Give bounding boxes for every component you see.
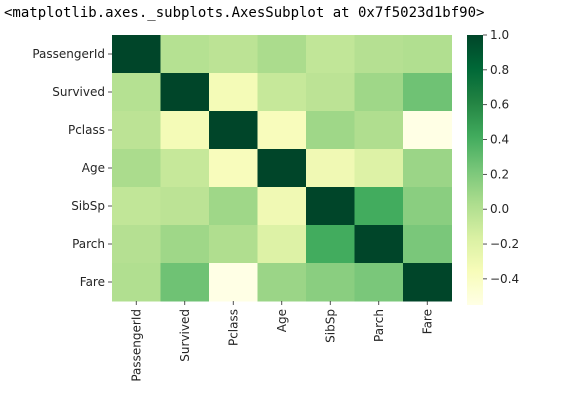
heatmap-cell bbox=[403, 225, 452, 264]
heatmap-cell bbox=[160, 111, 210, 150]
heatmap-cell bbox=[306, 35, 355, 74]
heatmap-cell bbox=[160, 187, 210, 226]
heatmap-cell bbox=[354, 35, 404, 74]
heatmap-cell bbox=[306, 263, 355, 302]
y-tick-label: Survived bbox=[52, 85, 105, 99]
heatmap-cell bbox=[209, 111, 258, 150]
heatmap-cell bbox=[306, 225, 355, 264]
colorbar-tick-label: −0.4 bbox=[490, 272, 519, 286]
heatmap-cell bbox=[403, 35, 452, 74]
heatmap-cell bbox=[209, 225, 258, 264]
heatmap-cell bbox=[306, 111, 355, 150]
heatmap-cell bbox=[257, 263, 307, 302]
heatmap-cell bbox=[209, 263, 258, 302]
heatmap-cell bbox=[354, 263, 404, 302]
heatmap-cell bbox=[403, 187, 452, 226]
cell-output-text: <matplotlib.axes._subplots.AxesSubplot a… bbox=[4, 5, 485, 21]
heatmap-cell bbox=[257, 149, 307, 188]
colorbar-tick-label: −0.2 bbox=[490, 237, 519, 251]
x-tick-label: PassengerId bbox=[129, 309, 143, 382]
heatmap-cell bbox=[112, 149, 161, 188]
colorbar-tick-label: 0.4 bbox=[490, 133, 509, 147]
x-tick-label: Pclass bbox=[226, 309, 240, 346]
heatmap-cell bbox=[403, 73, 452, 112]
x-tick-label: SibSp bbox=[323, 309, 337, 343]
heatmap-cell bbox=[112, 111, 161, 150]
x-axis-ticks: PassengerId Survived Pclass Age SibSp Parch Fa… bbox=[129, 301, 434, 382]
heatmap-cell bbox=[257, 225, 307, 264]
heatmap-cell bbox=[160, 225, 210, 264]
heatmap-cell bbox=[354, 149, 404, 188]
heatmap-cell bbox=[160, 73, 210, 112]
heatmap-cell bbox=[257, 35, 307, 74]
heatmap-cell bbox=[209, 35, 258, 74]
heatmap-cell bbox=[112, 187, 161, 226]
colorbar bbox=[467, 35, 483, 305]
heatmap-cell bbox=[112, 35, 161, 74]
colorbar-tick-label: 0.8 bbox=[490, 63, 509, 77]
heatmap-cell bbox=[257, 187, 307, 226]
heatmap-cell bbox=[160, 149, 210, 188]
y-tick-label: Parch bbox=[72, 237, 105, 251]
heatmap-cell bbox=[160, 35, 210, 74]
heatmap-cell bbox=[306, 187, 355, 226]
heatmap-cell bbox=[306, 149, 355, 188]
y-tick-label: Pclass bbox=[68, 123, 105, 137]
x-tick-label: Age bbox=[275, 309, 289, 332]
colorbar-tick-label: 1.0 bbox=[490, 28, 509, 42]
heatmap-cell bbox=[209, 187, 258, 226]
heatmap-cells bbox=[112, 35, 452, 302]
heatmap-cell bbox=[354, 225, 404, 264]
heatmap-cell bbox=[112, 225, 161, 264]
heatmap-cell bbox=[354, 111, 404, 150]
x-tick-label: Parch bbox=[372, 309, 386, 342]
heatmap-cell bbox=[257, 73, 307, 112]
x-tick-label: Survived bbox=[178, 309, 192, 362]
heatmap-cell bbox=[257, 111, 307, 150]
x-tick-label: Fare bbox=[420, 309, 434, 334]
heatmap-cell bbox=[354, 73, 404, 112]
colorbar-tick-label: 0.0 bbox=[490, 202, 509, 216]
heatmap-cell bbox=[209, 149, 258, 188]
heatmap-cell bbox=[160, 263, 210, 302]
heatmap-cell bbox=[112, 263, 161, 302]
colorbar-tick-label: 0.6 bbox=[490, 98, 509, 112]
heatmap-cell bbox=[403, 111, 452, 150]
heatmap-cell bbox=[354, 187, 404, 226]
y-tick-label: SibSp bbox=[71, 199, 105, 213]
y-tick-label: Age bbox=[82, 161, 105, 175]
heatmap-cell bbox=[306, 73, 355, 112]
colorbar-ticks: 1.0 0.8 0.6 0.4 0.2 0.0 −0.2 −0.4 bbox=[483, 28, 519, 286]
heatmap-cell bbox=[209, 73, 258, 112]
heatmap-cell bbox=[112, 73, 161, 112]
y-tick-label: PassengerId bbox=[32, 47, 105, 61]
colorbar-tick-label: 0.2 bbox=[490, 167, 509, 181]
y-axis-ticks: PassengerId Survived Pclass Age SibSp Parch Fa… bbox=[32, 47, 112, 289]
heatmap-cell bbox=[403, 149, 452, 188]
heatmap-cell bbox=[403, 263, 452, 302]
y-tick-label: Fare bbox=[80, 275, 105, 289]
